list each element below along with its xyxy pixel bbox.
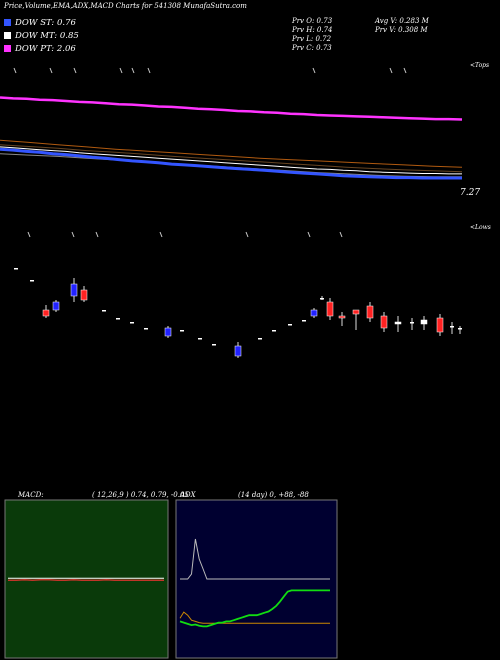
adx-minus-di-line (179, 611, 330, 624)
candle-body (320, 298, 324, 300)
lows-label: <Lows (470, 224, 491, 231)
ema-gray-line (0, 153, 462, 178)
candle-body (102, 310, 106, 312)
adx-plus-di-line (179, 589, 330, 628)
legend-label-pt: DOW PT: 2.06 (15, 44, 76, 54)
candle-body (458, 328, 462, 330)
candle-body (234, 345, 242, 357)
candle-layer (14, 268, 462, 358)
ema-line-dow-st (0, 147, 462, 180)
marker-tick (13, 67, 17, 74)
candle-body (42, 309, 50, 317)
ema-orange-line (0, 139, 463, 168)
marker-tick (147, 67, 151, 74)
candle-body (380, 315, 388, 329)
price-label: 7.27 (460, 188, 481, 198)
stat-avg-volume: Avg V: 0.283 M (375, 17, 429, 25)
candle-body (410, 322, 414, 324)
legend-dow-mt: DOW MT: 0.85 (4, 31, 79, 41)
macd-params: ( 12,26,9 ) 0.74, 0.79, -0.05 (92, 491, 189, 499)
ema-layer (0, 96, 463, 180)
candle-body (198, 338, 202, 340)
marker-tick (159, 231, 163, 238)
candle-body (450, 326, 454, 328)
marker-tick (403, 67, 407, 74)
macd-layer (8, 577, 164, 581)
stat-prev-low: Prv L: 0.72 (292, 35, 332, 43)
marker-tick (307, 231, 311, 238)
adx-params: (14 day) 0, +88, -88 (238, 491, 309, 499)
macd-panel (4, 499, 169, 659)
legend-label-mt: DOW MT: 0.85 (15, 31, 79, 41)
legend-swatch-pt (4, 45, 11, 52)
adx-line (180, 538, 330, 580)
tops-label: <Tops (470, 62, 490, 69)
candle-body (144, 328, 148, 330)
adx-layer (179, 538, 330, 628)
candle-body (164, 327, 172, 337)
marker-tick (312, 67, 316, 74)
marker-tick (27, 231, 31, 238)
candle-body (52, 301, 60, 311)
candle-body (30, 280, 34, 282)
candle-body (310, 309, 318, 317)
adx-title: ADX (180, 491, 196, 499)
legend-dow-pt: DOW PT: 2.06 (4, 44, 76, 54)
candle-body (338, 315, 346, 319)
candle-body (302, 320, 306, 322)
legend-dow-st: DOW ST: 0.76 (4, 18, 76, 28)
ema-brown-line (0, 144, 463, 173)
legend-swatch-st (4, 19, 11, 26)
macd-title: MACD: (18, 491, 44, 499)
marker-tick (71, 231, 75, 238)
candle-body (326, 301, 334, 317)
candle-body (180, 330, 184, 332)
candle-body (14, 268, 18, 270)
candle-body (80, 289, 88, 301)
candle-body (272, 330, 276, 332)
candle-body (288, 324, 292, 326)
marker-tick (339, 231, 343, 238)
candle-body (420, 319, 428, 325)
marker-tick (131, 67, 135, 74)
candle-body (258, 338, 262, 340)
candle-body (70, 283, 78, 297)
stat-prev-open: Prv O: 0.73 (292, 17, 333, 25)
candle-body (212, 344, 216, 346)
candle-body (436, 317, 444, 333)
legend-label-st: DOW ST: 0.76 (15, 18, 76, 28)
stat-prev-close: Prv C: 0.73 (292, 44, 332, 52)
marker-tick (95, 231, 99, 238)
marker-layer (13, 67, 407, 238)
stat-prev-high: Prv H: 0.74 (292, 26, 333, 34)
marker-tick (245, 231, 249, 238)
candle-body (394, 321, 402, 325)
marker-tick (389, 67, 393, 74)
candle-body (352, 309, 360, 315)
candle-body (366, 305, 374, 319)
stat-prev-volume: Prv V: 0.308 M (375, 26, 428, 34)
marker-tick (73, 67, 77, 74)
ema-line-dow-pt (0, 96, 463, 121)
marker-tick (119, 67, 123, 74)
chart-title: Price,Volume,EMA,ADX,MACD Charts for 541… (4, 2, 247, 10)
candle-body (116, 318, 120, 320)
ema-line-dow-mt (0, 146, 462, 175)
marker-tick (49, 67, 53, 74)
candle-body (130, 322, 134, 324)
legend-swatch-mt (4, 32, 11, 39)
